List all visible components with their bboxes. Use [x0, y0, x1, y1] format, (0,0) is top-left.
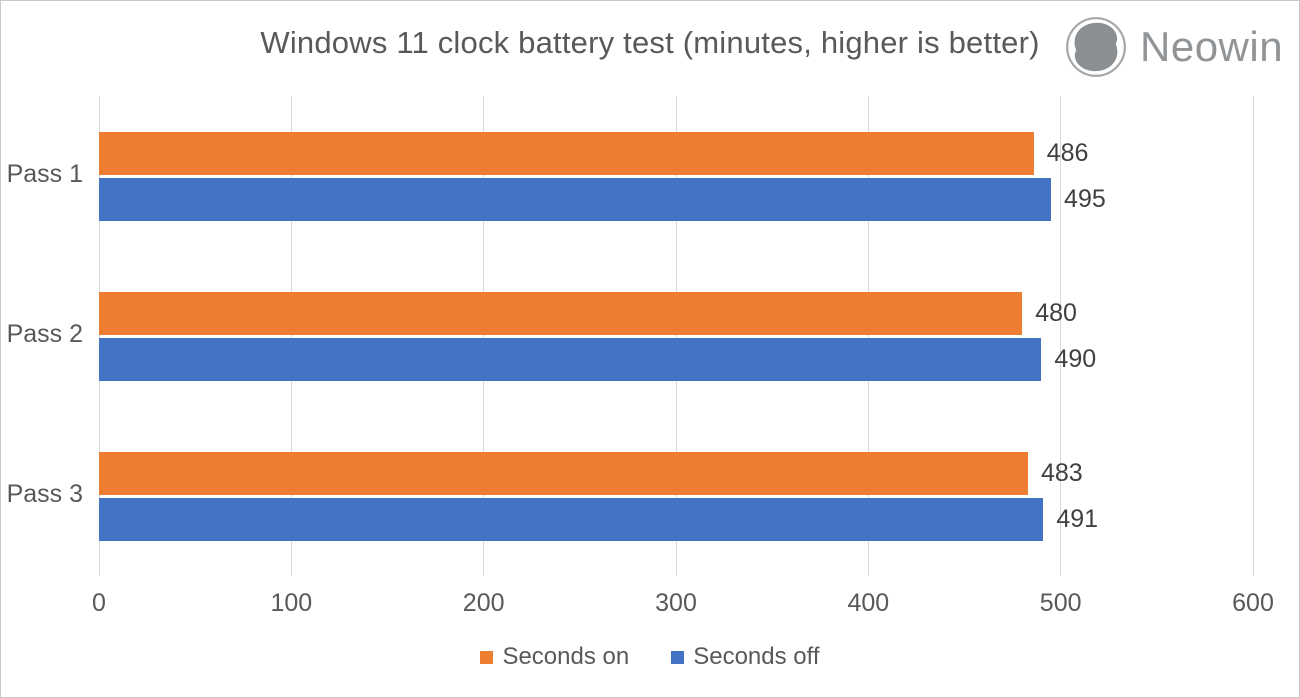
bar-seconds-off — [99, 177, 1052, 221]
legend-swatch-icon — [671, 650, 685, 664]
category-label: Pass 3 — [6, 480, 83, 508]
x-tick-label: 300 — [655, 589, 697, 617]
value-label: 490 — [1054, 344, 1097, 373]
value-label: 495 — [1064, 184, 1106, 213]
gridline — [675, 96, 677, 576]
value-label: 486 — [1046, 138, 1089, 167]
bar-seconds-off — [99, 497, 1044, 541]
value-label: 483 — [1040, 458, 1083, 487]
bar-seconds-on — [99, 291, 1023, 335]
gridline — [483, 96, 485, 576]
neowin-logo-text: Neowin — [1140, 23, 1284, 70]
x-tick-label: 200 — [462, 589, 505, 617]
bar-seconds-on — [99, 451, 1028, 495]
gridline — [290, 96, 292, 576]
x-tick-label: 600 — [1232, 589, 1274, 617]
legend-swatch-icon — [480, 650, 494, 664]
gridline — [1060, 96, 1062, 576]
x-tick-label: 500 — [1039, 589, 1082, 617]
bar-seconds-on — [99, 131, 1034, 175]
legend-label: Seconds off — [693, 643, 820, 670]
value-label: 480 — [1035, 298, 1077, 327]
gridline — [98, 96, 100, 576]
gridline — [867, 96, 869, 576]
gridline — [1252, 96, 1254, 576]
legend-item: Seconds on — [480, 643, 629, 671]
value-label: 491 — [1056, 504, 1099, 533]
neowin-logo: Neowin — [1065, 15, 1283, 79]
x-tick-label: 400 — [847, 589, 890, 617]
category-label: Pass 1 — [6, 160, 83, 188]
chart-title: Windows 11 clock battery test (minutes, … — [260, 25, 1040, 60]
legend-item: Seconds off — [671, 643, 820, 671]
legend-label: Seconds on — [502, 643, 630, 670]
neowin-logo-icon — [1066, 17, 1126, 77]
x-tick-label: 100 — [270, 589, 313, 617]
bar-seconds-off — [99, 337, 1042, 381]
category-label: Pass 2 — [6, 320, 83, 348]
x-tick-label: 0 — [92, 589, 106, 617]
legend: Seconds on Seconds off — [1, 643, 1299, 671]
